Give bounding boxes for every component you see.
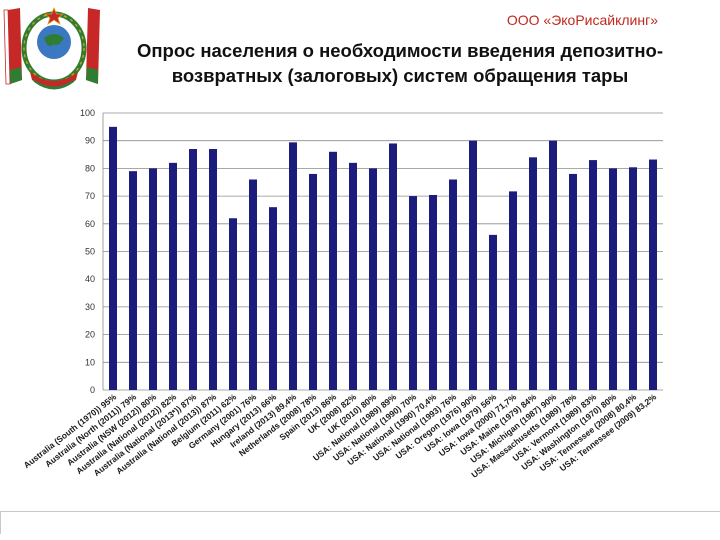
bar (349, 162, 357, 390)
ribbon-icon (30, 72, 78, 90)
bar (569, 173, 577, 390)
bar (129, 171, 137, 390)
footer-divider (0, 511, 720, 512)
footer-left-divider (0, 512, 1, 534)
bar (609, 168, 617, 390)
star-icon (43, 6, 65, 25)
page-title: Опрос населения о необходимости введения… (100, 38, 700, 88)
bar (409, 196, 417, 390)
y-tick-label: 50 (85, 247, 95, 257)
bar (209, 149, 217, 390)
y-tick-label: 0 (90, 385, 95, 395)
bar (389, 143, 397, 390)
y-tick-label: 60 (85, 219, 95, 229)
bar (249, 179, 257, 390)
bar (109, 126, 117, 390)
y-tick-label: 20 (85, 330, 95, 340)
flag-right-icon (86, 8, 100, 84)
y-tick-label: 40 (85, 274, 95, 284)
bar (269, 207, 277, 390)
company-name: ООО «ЭкоРисайклинг» (506, 12, 658, 28)
bar (509, 191, 517, 390)
bar (649, 159, 657, 390)
bar (189, 149, 197, 390)
belarus-emblem (3, 6, 100, 90)
bar (549, 140, 557, 390)
y-tick-label: 10 (85, 357, 95, 367)
bar (449, 179, 457, 390)
bar (289, 142, 297, 390)
bar (489, 234, 497, 390)
bar (169, 162, 177, 390)
bar (629, 167, 637, 390)
y-tick-label: 80 (85, 163, 95, 173)
bar (589, 160, 597, 390)
y-tick-label: 90 (85, 136, 95, 146)
globe-icon (37, 25, 71, 59)
bar (229, 218, 237, 390)
bar (309, 173, 317, 390)
flag-left-icon (3, 8, 22, 85)
bar (469, 140, 477, 390)
bar (529, 157, 537, 390)
y-tick-label: 70 (85, 191, 95, 201)
title-line-1: Опрос населения о необходимости введения… (136, 40, 664, 61)
y-tick-label: 30 (85, 302, 95, 312)
bar (149, 168, 157, 390)
bar (429, 194, 437, 390)
bar (329, 151, 337, 390)
title-line-2: возвратных (залоговых) систем обращения … (171, 65, 629, 86)
y-tick-label: 100 (80, 108, 95, 118)
bar (369, 168, 377, 390)
